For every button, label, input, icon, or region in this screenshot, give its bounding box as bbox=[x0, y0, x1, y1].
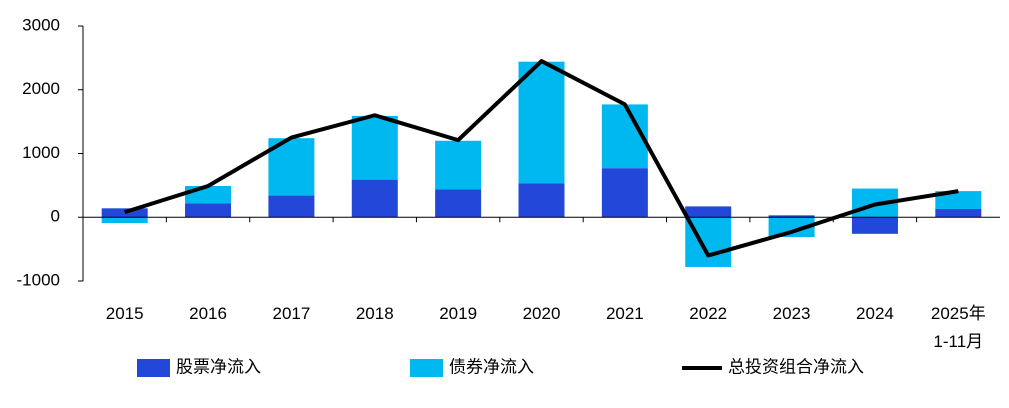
bar bbox=[101, 208, 148, 218]
bar bbox=[351, 115, 398, 180]
y-tick-label: 0 bbox=[51, 207, 60, 226]
bar bbox=[935, 191, 982, 209]
bar bbox=[768, 217, 815, 238]
x-tick-label: 2020 bbox=[522, 304, 561, 323]
legend-label: 总投资组合净流入 bbox=[728, 357, 864, 376]
x-tick-label: 2024 bbox=[856, 304, 894, 323]
line bbox=[124, 59, 959, 258]
y-tick-label: 1000 bbox=[22, 143, 60, 162]
x-tick-label: 2018 bbox=[355, 304, 394, 323]
bar bbox=[185, 203, 232, 218]
legend-label: 债券净流入 bbox=[449, 357, 534, 376]
bar bbox=[935, 208, 982, 218]
bar bbox=[435, 140, 482, 190]
x-tick-label: 2019 bbox=[439, 304, 478, 323]
bar bbox=[351, 179, 398, 218]
legend-label: 股票净流入 bbox=[176, 357, 261, 376]
x-tick-label: 2016 bbox=[189, 304, 227, 323]
bar bbox=[768, 215, 815, 218]
bar bbox=[268, 195, 315, 218]
bar bbox=[851, 217, 898, 234]
bar bbox=[101, 217, 148, 223]
bar bbox=[518, 183, 565, 218]
x-tick-label: 2025年 1-11月 bbox=[930, 304, 986, 351]
bar bbox=[685, 206, 732, 218]
bar bbox=[435, 189, 482, 218]
y-tick-label: 3000 bbox=[22, 15, 60, 34]
y-tick-label: 2000 bbox=[22, 79, 60, 98]
bar bbox=[601, 168, 648, 218]
x-tick-label: 2021 bbox=[605, 304, 644, 323]
bar bbox=[518, 61, 565, 184]
y-tick-label: -1000 bbox=[17, 270, 60, 289]
legend-swatch bbox=[410, 359, 443, 377]
x-tick-label: 2015 bbox=[105, 304, 144, 323]
x-tick-label: 2023 bbox=[772, 304, 811, 323]
bar bbox=[185, 186, 232, 204]
x-tick-label: 2022 bbox=[689, 304, 728, 323]
legend-swatch bbox=[137, 359, 170, 377]
x-tick-label: 2017 bbox=[272, 304, 311, 323]
